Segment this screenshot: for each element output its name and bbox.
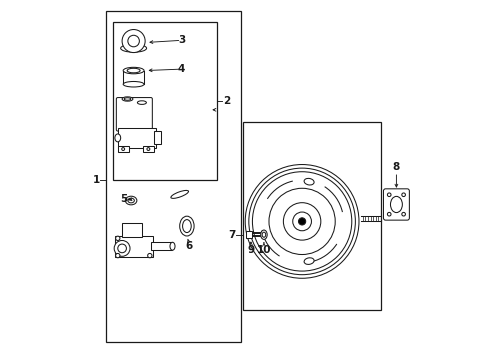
Bar (115, 236, 152, 257)
Circle shape (118, 244, 126, 253)
Circle shape (298, 218, 305, 225)
Ellipse shape (182, 220, 191, 233)
Circle shape (401, 193, 405, 197)
Text: 4: 4 (178, 64, 185, 74)
Circle shape (248, 168, 355, 275)
Circle shape (122, 148, 124, 150)
Bar (245, 231, 251, 238)
Circle shape (386, 193, 390, 197)
Ellipse shape (122, 97, 133, 101)
Text: 8: 8 (392, 162, 399, 172)
Ellipse shape (170, 242, 175, 250)
Bar (118, 146, 128, 152)
Text: 1: 1 (93, 175, 101, 185)
Text: 5: 5 (120, 194, 127, 204)
Bar (242, 122, 381, 310)
Bar (142, 146, 153, 152)
Ellipse shape (137, 101, 146, 104)
Circle shape (292, 212, 311, 231)
Circle shape (114, 240, 130, 256)
Circle shape (115, 253, 120, 258)
Circle shape (244, 165, 358, 278)
Bar (122, 223, 142, 237)
Circle shape (401, 212, 405, 216)
Ellipse shape (390, 197, 402, 212)
Bar (106, 11, 241, 342)
Circle shape (122, 30, 145, 53)
Ellipse shape (170, 190, 188, 198)
Ellipse shape (127, 68, 140, 73)
Bar (153, 131, 161, 144)
Text: 3: 3 (178, 35, 185, 45)
Ellipse shape (304, 258, 313, 264)
Circle shape (146, 148, 149, 150)
Ellipse shape (115, 134, 121, 142)
Bar (151, 242, 172, 250)
Text: 6: 6 (184, 240, 192, 251)
Circle shape (115, 236, 120, 240)
Bar (118, 128, 155, 148)
Bar (113, 22, 217, 180)
Ellipse shape (260, 230, 266, 239)
FancyBboxPatch shape (116, 98, 152, 131)
Circle shape (268, 188, 335, 255)
Circle shape (386, 212, 390, 216)
Ellipse shape (262, 232, 265, 237)
Ellipse shape (121, 44, 146, 52)
Circle shape (283, 203, 320, 240)
Circle shape (147, 253, 152, 258)
Text: 7: 7 (228, 230, 235, 240)
Circle shape (252, 172, 351, 271)
Ellipse shape (179, 216, 194, 236)
Ellipse shape (304, 179, 313, 185)
Ellipse shape (123, 81, 144, 87)
Text: 2: 2 (223, 96, 230, 106)
Ellipse shape (124, 98, 130, 100)
FancyBboxPatch shape (383, 189, 408, 220)
Ellipse shape (127, 198, 134, 203)
Ellipse shape (123, 67, 144, 74)
Text: 10: 10 (257, 245, 271, 255)
Text: 9: 9 (247, 245, 254, 255)
Circle shape (127, 35, 139, 47)
Ellipse shape (125, 196, 137, 205)
